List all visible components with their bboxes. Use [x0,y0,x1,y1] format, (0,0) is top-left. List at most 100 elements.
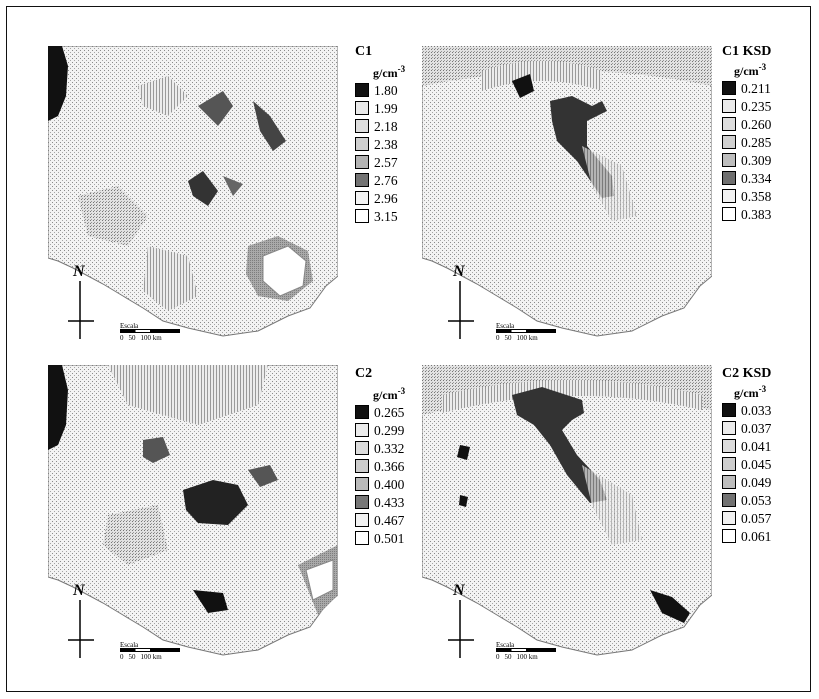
legend-value: 2.57 [374,155,398,170]
legend-value: 0.045 [741,457,772,472]
legend-value: 0.235 [741,99,772,114]
scale-bar: Escala 0 50 100 km [120,322,184,346]
legend-swatch [355,209,369,223]
north-arrow-icon [448,281,474,339]
scale-ticks: 0 50 100 km [120,653,162,661]
legend-value: 1.99 [374,101,398,116]
north-arrow-icon [68,600,94,658]
legend-swatch [355,137,369,151]
legend-swatch [722,117,736,131]
map-c1 [48,46,338,346]
legend-value: 0.400 [374,477,405,492]
legend-unit: g/cm-3 [373,64,406,80]
legend-swatch [722,403,736,417]
legend-swatch [355,119,369,133]
legend-swatch [722,529,736,543]
legend-swatch [355,513,369,527]
legend-swatch [722,81,736,95]
legend-value: 0.332 [374,441,405,456]
region-outline [422,46,712,337]
north-label: N [453,263,465,280]
legend-value: 2.18 [374,119,398,134]
legend-swatch [722,439,736,453]
scale-ticks: 0 50 100 km [496,334,538,342]
legend-value: 2.76 [374,173,398,188]
scale-bar: Escala 0 50 100 km [496,641,560,665]
legend-value: 1.80 [374,83,398,98]
scale-label: Escala [496,641,515,649]
north-label: N [453,582,465,599]
legend-swatch [355,101,369,115]
legend-title: C2 KSD [722,366,772,381]
legend-swatch [355,441,369,455]
legend-swatch [722,457,736,471]
legend-value: 0.334 [741,171,772,186]
legend-swatch [722,207,736,221]
legend-value: 0.260 [741,117,772,132]
figure-frame [6,6,811,692]
legend-c2-ksd: C2 KSD g/cm-3 0.033 0.037 0.041 0.045 0.049 0… [722,366,792,544]
legend-swatch [722,99,736,113]
legend-value: 0.211 [741,81,771,96]
legend-value: 2.38 [374,137,398,152]
north-label: N [73,263,85,280]
north-arrow: N [446,582,482,660]
legend-value: 3.15 [374,209,398,224]
map-c2-ksd [422,365,712,665]
legend-value: 0.033 [741,403,772,418]
legend-title: C1 [355,44,373,59]
legend-value: 0.358 [741,189,772,204]
legend-unit: g/cm-3 [373,386,406,402]
legend-value: 0.041 [741,439,772,454]
legend-swatch [722,511,736,525]
legend-swatch [355,495,369,509]
legend-title: C1 KSD [722,44,772,59]
north-arrow: N [66,582,102,660]
scale-ticks: 0 50 100 km [120,334,162,342]
legend-swatch [722,421,736,435]
scale-bar-graphic [120,329,180,333]
legend-swatch [722,171,736,185]
legend-swatch [722,493,736,507]
region-outline [422,365,712,656]
scale-bar: Escala 0 50 100 km [120,641,184,665]
legend-value: 0.037 [741,421,772,436]
north-arrow: N [66,263,102,341]
scale-label: Escala [496,322,515,330]
scale-label: Escala [120,641,139,649]
map-c2 [48,365,338,665]
north-arrow: N [446,263,482,341]
scale-ticks: 0 50 100 km [496,653,538,661]
north-label: N [73,582,85,599]
scale-bar-graphic [496,648,556,652]
legend-title: C2 [355,366,373,381]
scale-bar-graphic [120,648,180,652]
legend-swatch [355,173,369,187]
legend-value: 0.057 [741,511,772,526]
legend-swatch [355,155,369,169]
scale-label: Escala [120,322,139,330]
legend-swatch [722,153,736,167]
legend-value: 0.433 [374,495,405,510]
legend-swatch [355,477,369,491]
legend-value: 0.309 [741,153,772,168]
legend-unit: g/cm-3 [734,384,767,400]
north-arrow-icon [68,281,94,339]
legend-swatch [355,83,369,97]
map-c1-ksd [422,46,712,346]
legend-value: 0.299 [374,423,405,438]
legend-value: 0.501 [374,531,405,546]
legend-c1: C1 g/cm-3 1.80 1.99 2.18 2.38 2.57 2.76 2.96 3.… [355,44,425,224]
legend-value: 0.285 [741,135,772,150]
legend-swatch [355,191,369,205]
legend-swatch [722,189,736,203]
legend-value: 0.366 [374,459,405,474]
scale-bar-graphic [496,329,556,333]
scale-bar: Escala 0 50 100 km [496,322,560,346]
legend-swatch [722,475,736,489]
legend-swatch [355,405,369,419]
legend-unit: g/cm-3 [734,62,767,78]
legend-value: 0.383 [741,207,772,222]
north-arrow-icon [448,600,474,658]
legend-value: 0.049 [741,475,772,490]
